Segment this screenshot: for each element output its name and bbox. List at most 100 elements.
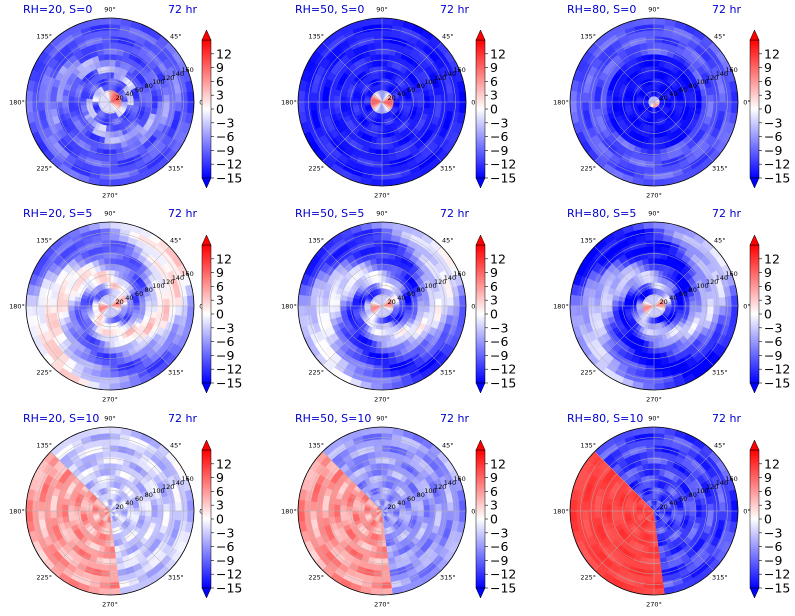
colorbar-extend-min — [202, 178, 211, 188]
colorbar-tick-label: −3 — [216, 320, 234, 335]
field-cell — [110, 258, 116, 264]
colorbar-body — [202, 245, 211, 383]
colorbar-tick-label: −12 — [490, 157, 516, 172]
field-cell — [56, 299, 62, 306]
field-cell — [181, 296, 188, 306]
field-cell — [654, 173, 664, 180]
field-cell — [122, 306, 128, 308]
field-cell — [646, 246, 654, 253]
field-cell — [382, 72, 386, 78]
field-cell — [26, 295, 33, 306]
field-cell — [352, 302, 358, 306]
angle-tick-label: 315° — [440, 164, 456, 172]
panel-time-label: 72 hr — [712, 207, 741, 220]
field-cell — [696, 102, 702, 108]
angle-tick-label: 270° — [102, 396, 118, 404]
angle-tick-label: 135° — [36, 237, 52, 245]
field-cell — [412, 102, 418, 107]
angle-tick-label: 270° — [374, 396, 390, 404]
field-cell — [654, 383, 665, 390]
field-cell — [647, 48, 654, 54]
field-cell — [122, 102, 128, 104]
field-cell — [56, 306, 62, 313]
field-cell — [110, 463, 116, 469]
field-cell — [374, 246, 382, 253]
field-cell — [654, 264, 660, 270]
field-cell — [175, 511, 182, 520]
field-cell — [50, 511, 57, 519]
colorbar-tick-label: 0 — [764, 307, 772, 322]
field-cell — [110, 481, 114, 487]
angle-tick-label: 90° — [648, 6, 660, 14]
panel-title: RH=50, S=5 — [295, 207, 364, 220]
angle-tick-label: 315° — [168, 164, 184, 172]
colorbar-tick-label: −6 — [764, 129, 782, 144]
field-cell — [99, 222, 110, 229]
field-cell — [110, 167, 119, 174]
field-cell — [340, 97, 346, 103]
field-cell — [654, 24, 664, 31]
field-cell — [690, 102, 696, 108]
field-cell — [110, 24, 120, 31]
angle-tick-label: 180° — [553, 99, 569, 107]
field-cell — [62, 300, 68, 306]
panel-title: RH=80, S=5 — [567, 207, 636, 220]
colorbar-tick-label: −9 — [216, 143, 234, 158]
field-cell — [644, 377, 654, 384]
field-cell — [110, 288, 112, 294]
radial-tick-label: 60 — [679, 86, 687, 94]
field-cell — [649, 138, 655, 144]
field-cell — [618, 301, 624, 306]
field-cell — [373, 167, 382, 174]
field-cell — [646, 42, 654, 49]
field-cell — [105, 541, 110, 547]
field-cell — [181, 306, 188, 316]
field-cell — [643, 18, 654, 25]
field-cell — [92, 304, 98, 306]
field-cell — [110, 360, 118, 367]
field-cell — [382, 228, 392, 235]
field-cell — [101, 167, 110, 174]
colorbar-body — [750, 40, 759, 178]
field-cell — [364, 100, 370, 102]
colorbar-tick-label: 6 — [764, 279, 772, 294]
field-cell — [606, 300, 612, 306]
radial-tick-label: 40 — [125, 90, 133, 98]
field-cell — [26, 306, 33, 317]
field-cell — [702, 95, 708, 102]
field-cell — [719, 102, 726, 111]
angle-tick-label: 45° — [714, 33, 726, 41]
field-cell — [654, 66, 659, 72]
field-cell — [731, 306, 738, 317]
field-cell — [164, 102, 171, 110]
colorbar-extend-min — [202, 383, 211, 393]
colorbar-tick-label: 6 — [216, 279, 224, 294]
field-cell — [430, 95, 436, 102]
field-cell — [175, 102, 182, 111]
colorbar-tick-label: 3 — [216, 293, 224, 308]
radial-tick-label: 160 — [453, 270, 465, 278]
field-cell — [158, 504, 164, 511]
field-cell — [725, 92, 732, 102]
radial-tick-label: 60 — [135, 86, 143, 94]
field-cell — [105, 138, 111, 144]
field-cell — [310, 297, 317, 306]
field-cell — [80, 507, 86, 511]
field-cell — [576, 102, 583, 112]
radial-tick-label: 160 — [725, 270, 737, 278]
field-cell — [56, 95, 62, 102]
field-cell — [576, 306, 583, 316]
field-cell — [102, 565, 110, 572]
field-cell — [600, 299, 606, 306]
field-cell — [92, 100, 98, 102]
field-cell — [38, 511, 45, 520]
field-cell — [654, 354, 661, 360]
colorbar-body — [476, 40, 485, 178]
angle-tick-label: 225° — [308, 368, 324, 376]
field-cell — [100, 377, 110, 384]
colorbar-tick-label: 6 — [764, 74, 772, 89]
field-cell — [105, 336, 110, 342]
field-cell — [678, 306, 684, 310]
field-cell — [649, 342, 655, 348]
